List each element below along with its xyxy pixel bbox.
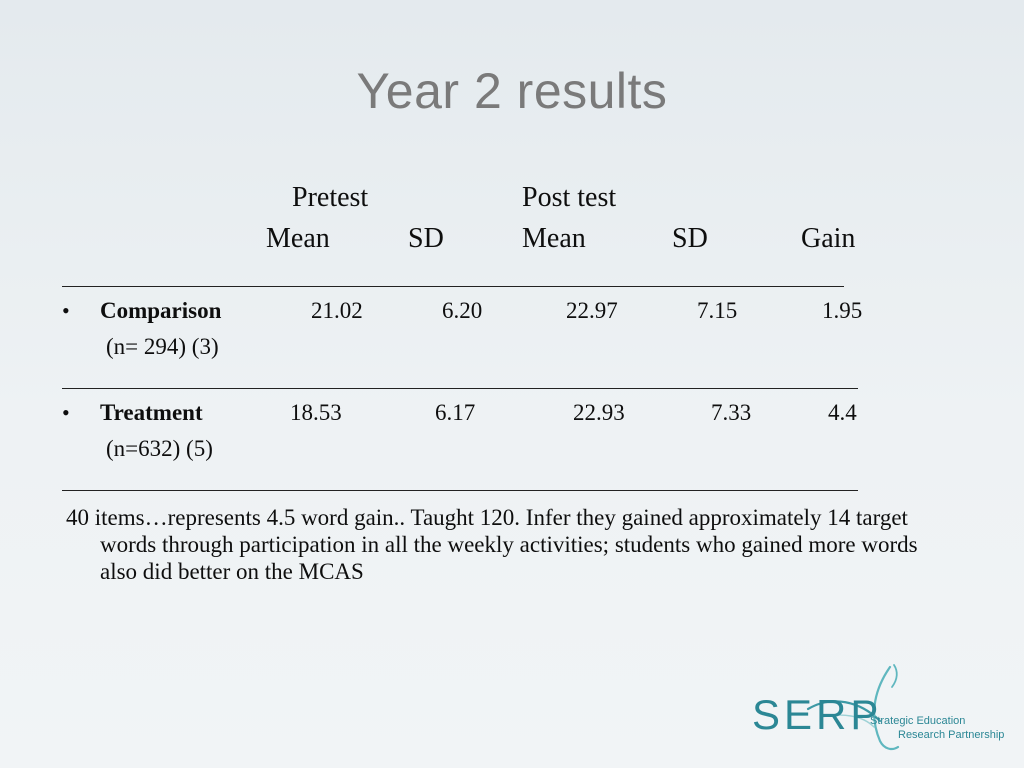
post-sd-cell: 7.33 [711,400,752,425]
pre-sd-cell: 6.17 [435,400,476,425]
results-note: 40 items…represents 4.5 word gain.. Taug… [66,505,918,584]
pre-mean-header: Mean [266,223,330,254]
logo-wordmark: SERP [752,691,883,738]
bullet-icon: • [62,298,70,323]
pretest-header: Pretest [292,182,369,213]
divider-rule [62,490,858,491]
pre-sd-cell: 6.20 [442,298,483,323]
row-sample-size: (n= 294) (3) [106,334,219,359]
row-label: Comparison [100,298,222,323]
logo-tagline-line2: Research Partnership [898,729,1005,741]
gain-cell: 1.95 [822,298,863,323]
logo-tagline-line1: Strategic Education [870,715,966,727]
pre-sd-header: SD [408,223,444,254]
pre-mean-cell: 21.02 [311,298,363,323]
swoosh-icon [806,664,900,751]
gain-cell: 4.4 [828,400,857,425]
post-mean-cell: 22.93 [573,400,625,425]
post-mean-cell: 22.97 [566,298,618,323]
serp-logo: SERP Strategic Education Research Partne… [748,655,1018,755]
gain-header: Gain [801,223,856,254]
posttest-header: Post test [522,182,617,213]
post-sd-cell: 7.15 [697,298,738,323]
post-mean-header: Mean [522,223,586,254]
slide-title: Year 2 results [356,63,668,119]
row-sample-size: (n=632) (5) [106,436,213,461]
bullet-icon: • [62,400,70,425]
row-label: Treatment [100,400,203,425]
divider-rule [62,286,844,287]
divider-rule [62,388,858,389]
pre-mean-cell: 18.53 [290,400,342,425]
post-sd-header: SD [672,223,708,254]
